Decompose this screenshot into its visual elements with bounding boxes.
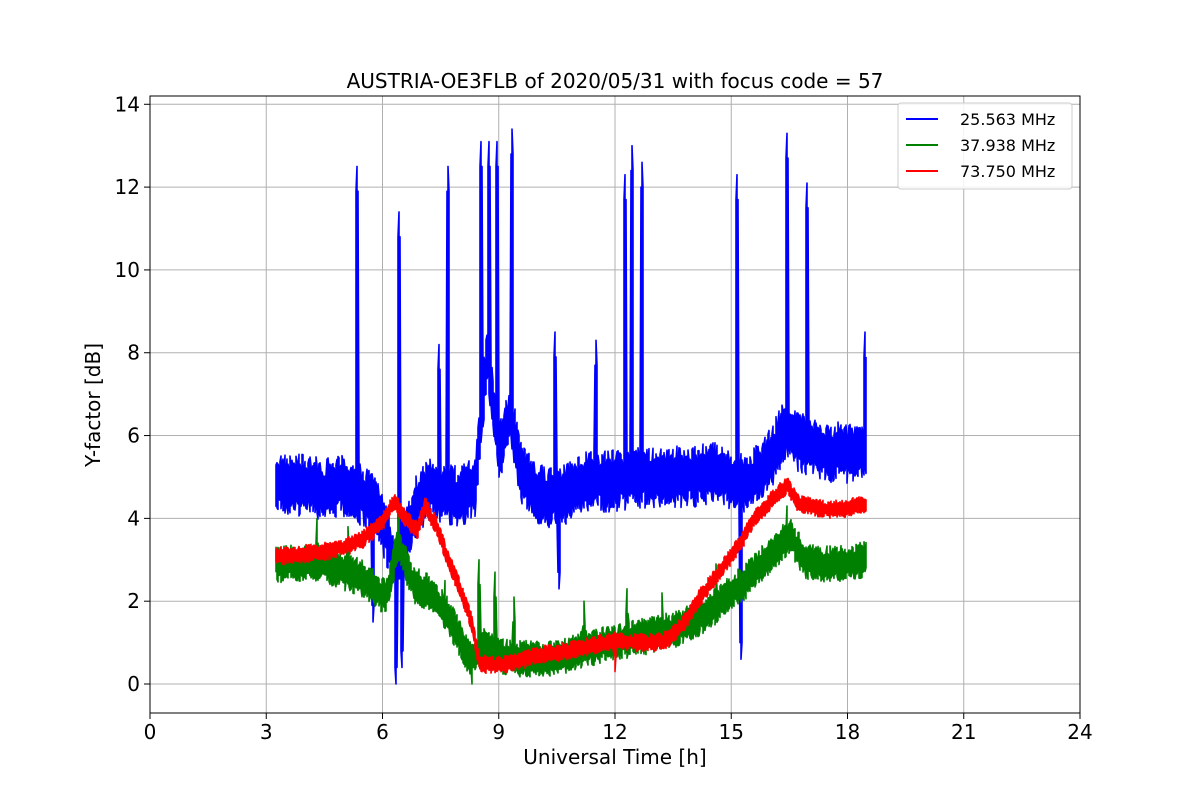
x-tick-label: 12 xyxy=(602,720,627,744)
x-tick-label: 9 xyxy=(492,720,505,744)
series-line xyxy=(275,128,867,685)
chart-title: AUSTRIA-OE3FLB of 2020/05/31 with focus … xyxy=(347,69,884,93)
x-tick-label: 6 xyxy=(376,720,389,744)
x-tick-label: 24 xyxy=(1067,720,1092,744)
y-tick-label: 6 xyxy=(127,424,140,448)
y-tick-label: 12 xyxy=(115,175,140,199)
x-tick-label: 0 xyxy=(144,720,157,744)
y-tick-label: 10 xyxy=(115,258,140,282)
legend-box xyxy=(897,102,1073,190)
legend: 25.563 MHz 37.938 MHz 73.750 MHz xyxy=(897,102,1073,190)
x-tick-label: 21 xyxy=(951,720,976,744)
x-tick-label: 18 xyxy=(835,720,860,744)
legend-label: 37.938 MHz xyxy=(960,136,1055,155)
grid xyxy=(149,96,1081,713)
legend-label: 25.563 MHz xyxy=(960,110,1055,129)
y-axis-label: Y-factor [dB] xyxy=(81,343,105,468)
plot-area xyxy=(275,128,867,685)
y-tick-label: 8 xyxy=(127,341,140,365)
series-line xyxy=(275,477,867,674)
legend-label: 73.750 MHz xyxy=(960,162,1055,181)
y-tick-label: 14 xyxy=(115,92,140,116)
y-tick-label: 4 xyxy=(127,506,140,530)
y-tick-label: 0 xyxy=(127,672,140,696)
x-axis-label: Universal Time [h] xyxy=(523,745,706,769)
y-tick-label: 2 xyxy=(127,589,140,613)
x-tick-label: 15 xyxy=(719,720,744,744)
x-tick-label: 3 xyxy=(260,720,273,744)
